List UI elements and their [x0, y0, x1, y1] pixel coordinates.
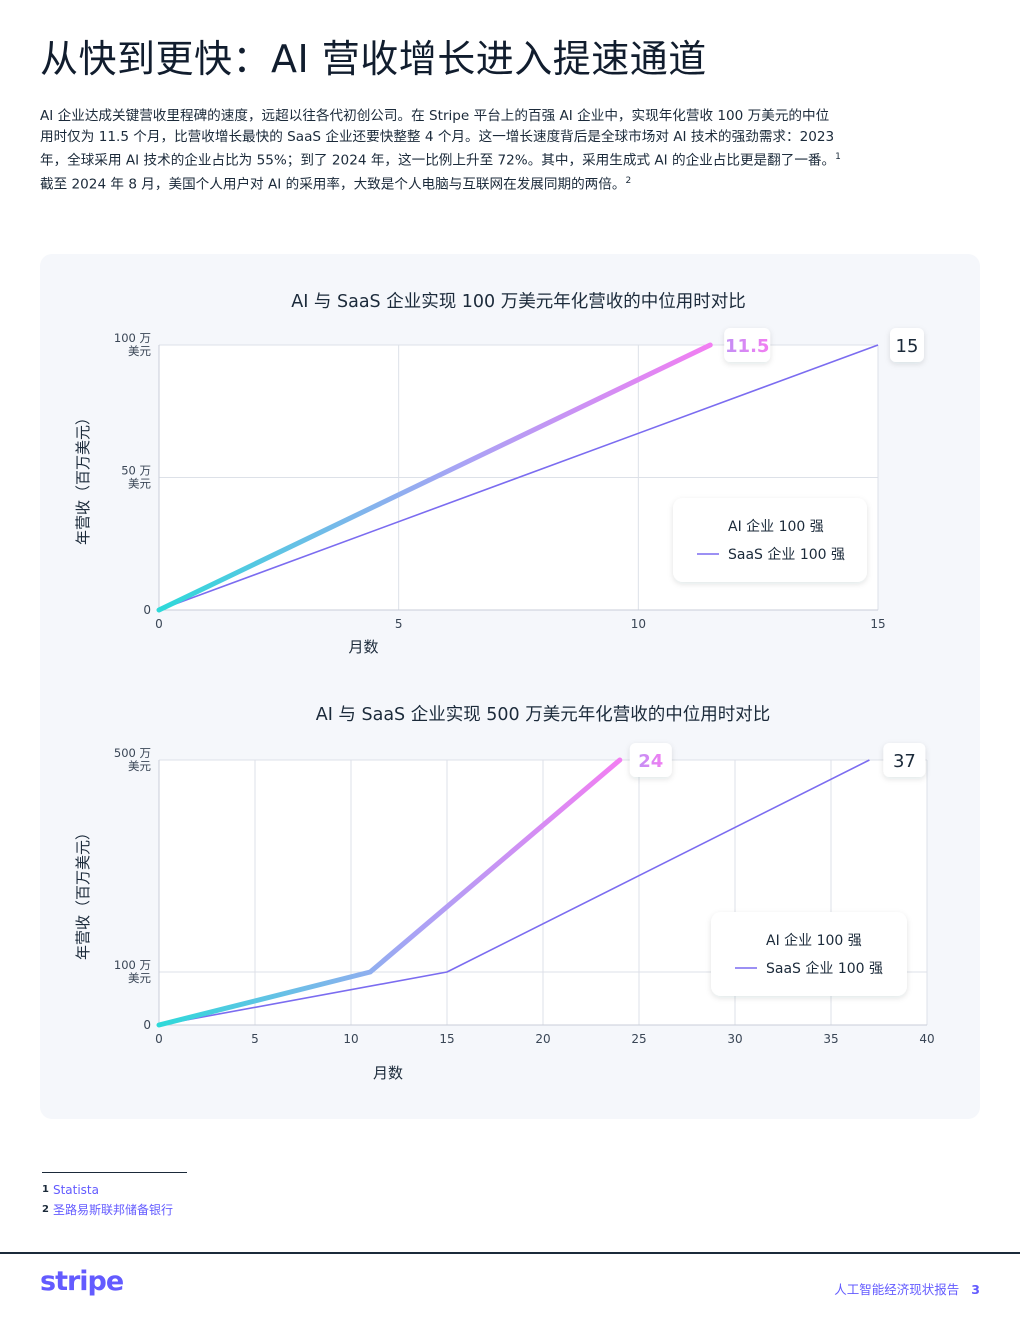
- y-tick-label: 50 万: [121, 464, 151, 478]
- y-axis-label: 年营收（百万美元）: [74, 825, 92, 960]
- footnote-ref-1[interactable]: 1: [835, 152, 841, 162]
- x-tick-label: 15: [439, 1032, 454, 1046]
- ai-end-value-label: 24: [638, 751, 663, 772]
- y-tick-label: 0: [143, 1018, 151, 1032]
- intro-line-text: 截至 2024 年 8 月，美国个人用户对 AI 的采用率，大致是个人电脑与互联…: [40, 176, 626, 193]
- stripe-logo: stripe: [40, 1266, 124, 1297]
- x-tick-label: 5: [251, 1032, 259, 1046]
- y-tick-label: 美元: [128, 344, 151, 358]
- x-axis-label: 月数: [348, 638, 378, 656]
- page-number: 3: [971, 1282, 980, 1297]
- x-axis-label: 月数: [373, 1064, 403, 1082]
- x-tick-label: 10: [343, 1032, 358, 1046]
- ai-end-value-label: 11.5: [725, 336, 769, 357]
- saas-series-line: [158, 344, 879, 611]
- y-tick-label: 0: [143, 603, 151, 617]
- ai-end-label-box: [724, 328, 771, 362]
- charts-svg: AI 与 SaaS 企业实现 100 万美元年化营收的中位用时对比 0 5 10 15 1…: [74, 292, 935, 1082]
- x-tick-label: 10: [631, 617, 646, 631]
- chart-100k: AI 与 SaaS 企业实现 100 万美元年化营收的中位用时对比 0 5 10 15 1…: [74, 292, 924, 656]
- y-axis-label: 年营收（百万美元）: [74, 410, 92, 545]
- footnote-number: 1: [42, 1184, 49, 1195]
- x-tick-label: 0: [155, 1032, 163, 1046]
- charts-panel: AI 与 SaaS 企业实现 100 万美元年化营收的中位用时对比 0 5 10 15 1…: [40, 254, 980, 1119]
- saas-end-label-box: [883, 743, 926, 777]
- legend-label-saas: SaaS 企业 100 强: [728, 546, 845, 563]
- intro-paragraph: AI 企业达成关键营收里程碑的速度，远超以往各代初创公司。在 Stripe 平台…: [40, 106, 985, 195]
- intro-line: 用时仅为 11.5 个月，比营收增长最快的 SaaS 企业还要快整整 4 个月。…: [40, 128, 835, 145]
- legend-label-ai: AI 企业 100 强: [728, 518, 824, 535]
- chart-title: AI 与 SaaS 企业实现 500 万美元年化营收的中位用时对比: [316, 705, 771, 725]
- footer-report-title: 人工智能经济现状报告 3: [834, 1279, 980, 1298]
- saas-end-label-box: [890, 328, 924, 362]
- legend-label-ai: AI 企业 100 强: [766, 932, 862, 949]
- x-tick-label: 35: [823, 1032, 838, 1046]
- footnote-divider: [42, 1172, 187, 1173]
- x-tick-label: 40: [919, 1032, 934, 1046]
- x-tick-label: 25: [631, 1032, 646, 1046]
- ai-end-label-box: [629, 743, 672, 777]
- footnote-link-fed[interactable]: 圣路易斯联邦储备银行: [52, 1203, 173, 1217]
- intro-line: 年，全球采用 AI 技术的企业占比为 55%；到了 2024 年，这一比例上升至…: [40, 147, 985, 171]
- x-tick-label: 20: [535, 1032, 550, 1046]
- saas-end-value-label: 15: [896, 336, 919, 357]
- y-tick-label: 100 万: [114, 958, 151, 972]
- x-tick-label: 5: [395, 617, 403, 631]
- intro-line: 截至 2024 年 8 月，美国个人用户对 AI 的采用率，大致是个人电脑与互联…: [40, 171, 985, 195]
- y-tick-label: 100 万: [114, 331, 151, 345]
- ai-series-line: [156, 757, 623, 1028]
- chart-500k: AI 与 SaaS 企业实现 500 万美元年化营收的中位用时对比 0 5 10 15 2…: [74, 705, 935, 1082]
- intro-line: AI 企业达成关键营收里程碑的速度，远超以往各代初创公司。在 Stripe 平台…: [40, 108, 830, 124]
- intro-line-text: 年，全球采用 AI 技术的企业占比为 55%；到了 2024 年，这一比例上升至…: [40, 152, 836, 169]
- footnote-link-statista[interactable]: Statista: [52, 1183, 99, 1197]
- x-tick-label: 30: [727, 1032, 742, 1046]
- footnote-ref-2[interactable]: 2: [625, 176, 632, 187]
- y-tick-label: 美元: [128, 971, 151, 985]
- ai-series-line: [156, 342, 713, 613]
- footnote-2: 2 圣路易斯联邦储备银行: [42, 1201, 173, 1218]
- footer-divider: [0, 1252, 1020, 1254]
- saas-series-line: [158, 759, 870, 1026]
- legend-label-saas: SaaS 企业 100 强: [766, 960, 883, 977]
- legend-box: [673, 498, 867, 582]
- saas-end-value-label: 37: [893, 751, 916, 772]
- footnote-number: 2: [42, 1204, 49, 1215]
- chart-title: AI 与 SaaS 企业实现 100 万美元年化营收的中位用时对比: [291, 292, 746, 312]
- y-tick-label: 美元: [128, 759, 151, 773]
- report-name: 人工智能经济现状报告: [834, 1282, 960, 1297]
- legend-box: [711, 912, 907, 996]
- y-tick-label: 美元: [128, 477, 151, 491]
- page-title: 从快到更快：AI 营收增长进入提速通道: [40, 37, 707, 81]
- x-tick-label: 0: [155, 617, 163, 631]
- x-tick-label: 15: [870, 617, 885, 631]
- y-tick-label: 500 万: [114, 746, 151, 760]
- footnote-1: 1 Statista: [42, 1183, 99, 1197]
